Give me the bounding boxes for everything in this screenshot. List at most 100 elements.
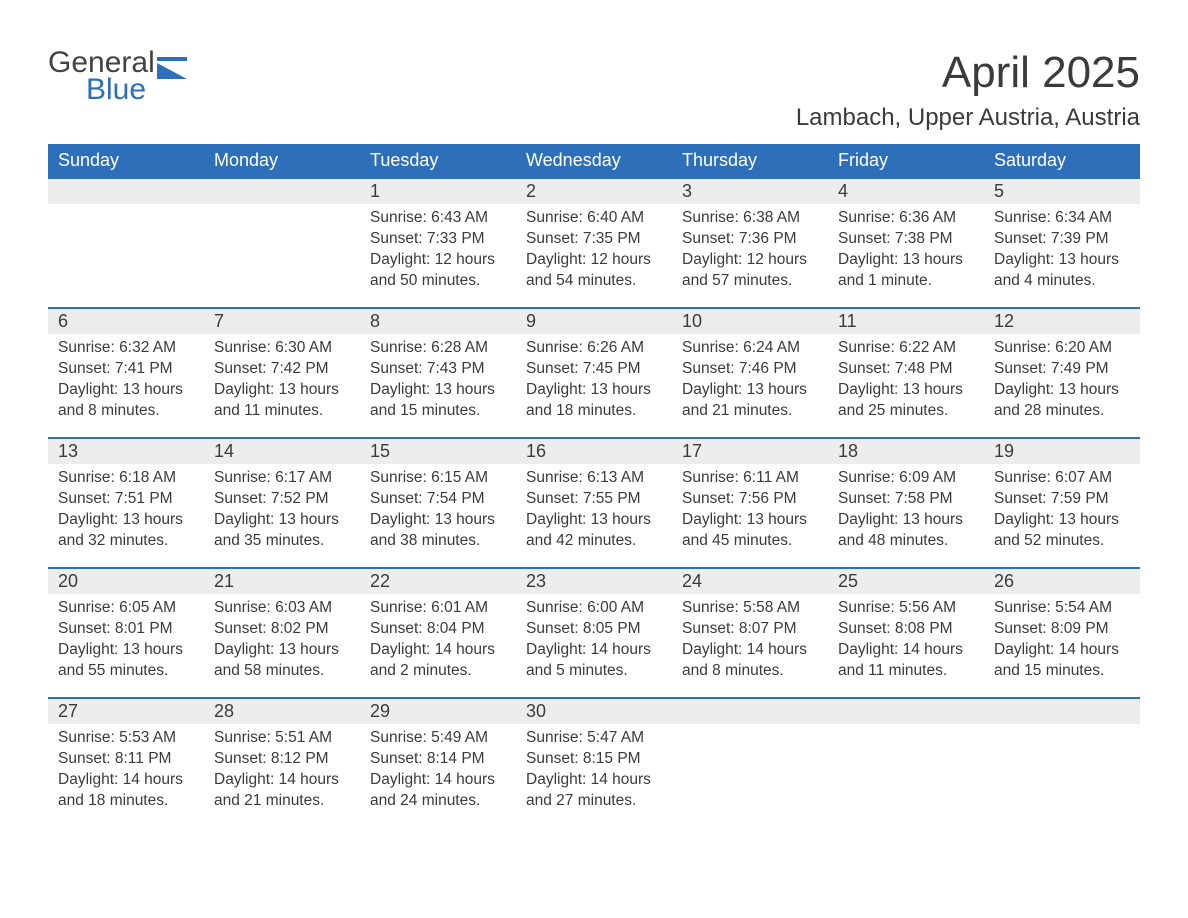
daylight-text: Daylight: 13 hours and 42 minutes.	[526, 510, 662, 552]
daylight-text: Daylight: 13 hours and 11 minutes.	[214, 380, 350, 422]
weekday-header: Wednesday	[516, 144, 672, 178]
weekday-header-row: Sunday Monday Tuesday Wednesday Thursday…	[48, 144, 1140, 178]
day-cell: Sunrise: 6:13 AMSunset: 7:55 PMDaylight:…	[516, 464, 672, 568]
day-number: 10	[672, 308, 828, 334]
sunrise-text: Sunrise: 6:32 AM	[58, 338, 194, 359]
month-title: April 2025	[796, 48, 1140, 98]
day-cell: Sunrise: 6:15 AMSunset: 7:54 PMDaylight:…	[360, 464, 516, 568]
day-number: 1	[360, 178, 516, 204]
day-cell: Sunrise: 5:49 AMSunset: 8:14 PMDaylight:…	[360, 724, 516, 828]
sunrise-text: Sunrise: 5:53 AM	[58, 728, 194, 749]
daylight-text: Daylight: 13 hours and 38 minutes.	[370, 510, 506, 552]
day-number	[48, 178, 204, 204]
sunset-text: Sunset: 8:08 PM	[838, 619, 974, 640]
day-cell: Sunrise: 6:32 AMSunset: 7:41 PMDaylight:…	[48, 334, 204, 438]
sunset-text: Sunset: 7:36 PM	[682, 229, 818, 250]
day-cell: Sunrise: 5:54 AMSunset: 8:09 PMDaylight:…	[984, 594, 1140, 698]
daylight-text: Daylight: 13 hours and 21 minutes.	[682, 380, 818, 422]
daylight-text: Daylight: 13 hours and 1 minute.	[838, 250, 974, 292]
daylight-text: Daylight: 12 hours and 50 minutes.	[370, 250, 506, 292]
sunrise-text: Sunrise: 6:40 AM	[526, 208, 662, 229]
sunrise-text: Sunrise: 6:05 AM	[58, 598, 194, 619]
day-cell: Sunrise: 5:58 AMSunset: 8:07 PMDaylight:…	[672, 594, 828, 698]
weekday-header: Sunday	[48, 144, 204, 178]
sunrise-text: Sunrise: 6:20 AM	[994, 338, 1130, 359]
day-cell	[828, 724, 984, 828]
day-number: 6	[48, 308, 204, 334]
sunrise-text: Sunrise: 5:49 AM	[370, 728, 506, 749]
day-number: 29	[360, 698, 516, 724]
sunrise-text: Sunrise: 6:17 AM	[214, 468, 350, 489]
day-number: 17	[672, 438, 828, 464]
day-content-row: Sunrise: 6:43 AMSunset: 7:33 PMDaylight:…	[48, 204, 1140, 308]
day-number: 22	[360, 568, 516, 594]
daylight-text: Daylight: 12 hours and 54 minutes.	[526, 250, 662, 292]
sunset-text: Sunset: 7:33 PM	[370, 229, 506, 250]
day-number: 18	[828, 438, 984, 464]
calendar-table: Sunday Monday Tuesday Wednesday Thursday…	[48, 144, 1140, 828]
daylight-text: Daylight: 14 hours and 8 minutes.	[682, 640, 818, 682]
day-number: 14	[204, 438, 360, 464]
sunrise-text: Sunrise: 6:13 AM	[526, 468, 662, 489]
sunrise-text: Sunrise: 5:56 AM	[838, 598, 974, 619]
day-number: 19	[984, 438, 1140, 464]
sunrise-text: Sunrise: 6:43 AM	[370, 208, 506, 229]
day-number: 13	[48, 438, 204, 464]
day-content-row: Sunrise: 6:05 AMSunset: 8:01 PMDaylight:…	[48, 594, 1140, 698]
sunrise-text: Sunrise: 6:26 AM	[526, 338, 662, 359]
daylight-text: Daylight: 14 hours and 5 minutes.	[526, 640, 662, 682]
daylight-text: Daylight: 14 hours and 27 minutes.	[526, 770, 662, 812]
sunrise-text: Sunrise: 6:11 AM	[682, 468, 818, 489]
daylight-text: Daylight: 13 hours and 48 minutes.	[838, 510, 974, 552]
daylight-text: Daylight: 14 hours and 18 minutes.	[58, 770, 194, 812]
day-cell: Sunrise: 6:05 AMSunset: 8:01 PMDaylight:…	[48, 594, 204, 698]
day-content-row: Sunrise: 6:18 AMSunset: 7:51 PMDaylight:…	[48, 464, 1140, 568]
weekday-header: Saturday	[984, 144, 1140, 178]
daylight-text: Daylight: 13 hours and 25 minutes.	[838, 380, 974, 422]
location: Lambach, Upper Austria, Austria	[796, 104, 1140, 132]
sunset-text: Sunset: 7:48 PM	[838, 359, 974, 380]
sunset-text: Sunset: 7:58 PM	[838, 489, 974, 510]
day-number: 16	[516, 438, 672, 464]
sunset-text: Sunset: 7:43 PM	[370, 359, 506, 380]
daylight-text: Daylight: 13 hours and 52 minutes.	[994, 510, 1130, 552]
day-content-row: Sunrise: 6:32 AMSunset: 7:41 PMDaylight:…	[48, 334, 1140, 438]
logo-text-block: General Blue	[48, 48, 187, 105]
day-number	[672, 698, 828, 724]
day-number: 9	[516, 308, 672, 334]
day-cell: Sunrise: 5:53 AMSunset: 8:11 PMDaylight:…	[48, 724, 204, 828]
sunrise-text: Sunrise: 6:15 AM	[370, 468, 506, 489]
daylight-text: Daylight: 14 hours and 2 minutes.	[370, 640, 506, 682]
sunrise-text: Sunrise: 6:36 AM	[838, 208, 974, 229]
sunset-text: Sunset: 7:52 PM	[214, 489, 350, 510]
day-number: 25	[828, 568, 984, 594]
sunset-text: Sunset: 8:07 PM	[682, 619, 818, 640]
day-cell: Sunrise: 6:18 AMSunset: 7:51 PMDaylight:…	[48, 464, 204, 568]
day-cell: Sunrise: 6:11 AMSunset: 7:56 PMDaylight:…	[672, 464, 828, 568]
sunset-text: Sunset: 7:56 PM	[682, 489, 818, 510]
day-cell	[984, 724, 1140, 828]
logo-blue: Blue	[86, 75, 187, 105]
sunrise-text: Sunrise: 6:00 AM	[526, 598, 662, 619]
sunrise-text: Sunrise: 6:24 AM	[682, 338, 818, 359]
daylight-text: Daylight: 13 hours and 32 minutes.	[58, 510, 194, 552]
sunrise-text: Sunrise: 6:07 AM	[994, 468, 1130, 489]
daylight-text: Daylight: 14 hours and 15 minutes.	[994, 640, 1130, 682]
header: General Blue April 2025 Lambach, Upper A…	[48, 48, 1140, 132]
daylight-text: Daylight: 14 hours and 24 minutes.	[370, 770, 506, 812]
day-cell: Sunrise: 6:07 AMSunset: 7:59 PMDaylight:…	[984, 464, 1140, 568]
day-number: 20	[48, 568, 204, 594]
weekday-header: Tuesday	[360, 144, 516, 178]
day-cell: Sunrise: 6:43 AMSunset: 7:33 PMDaylight:…	[360, 204, 516, 308]
sunrise-text: Sunrise: 5:51 AM	[214, 728, 350, 749]
daylight-text: Daylight: 12 hours and 57 minutes.	[682, 250, 818, 292]
daylight-text: Daylight: 13 hours and 55 minutes.	[58, 640, 194, 682]
daylight-text: Daylight: 13 hours and 45 minutes.	[682, 510, 818, 552]
sunset-text: Sunset: 8:15 PM	[526, 749, 662, 770]
weekday-header: Monday	[204, 144, 360, 178]
weekday-header: Friday	[828, 144, 984, 178]
day-number	[984, 698, 1140, 724]
day-cell: Sunrise: 6:40 AMSunset: 7:35 PMDaylight:…	[516, 204, 672, 308]
daylight-text: Daylight: 13 hours and 8 minutes.	[58, 380, 194, 422]
sunset-text: Sunset: 8:04 PM	[370, 619, 506, 640]
